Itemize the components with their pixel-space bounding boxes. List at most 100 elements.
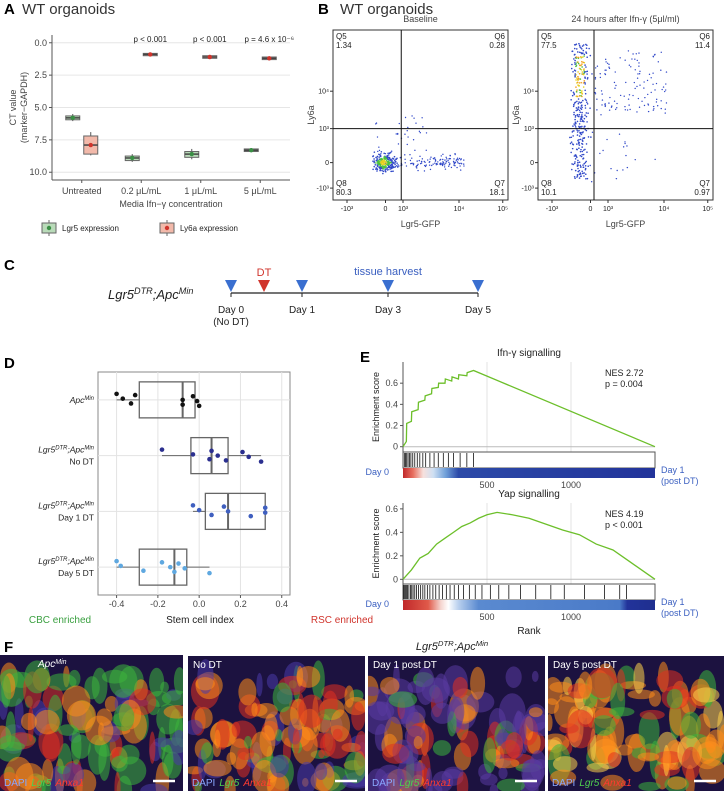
event-dot <box>637 97 640 100</box>
event-dot <box>626 166 629 169</box>
end-label: Day 1 <box>661 597 685 607</box>
event-dot <box>589 54 592 57</box>
text-part: Min <box>84 557 94 563</box>
event-dot <box>573 102 576 104</box>
event-dot <box>375 162 377 164</box>
event-dot <box>609 96 611 99</box>
event-dot <box>581 45 584 47</box>
event-dot <box>376 136 379 138</box>
event-dot <box>384 169 386 171</box>
chart-title: WT organoids <box>22 1 115 18</box>
p-value: p < 0.001 <box>133 35 167 44</box>
event-dot <box>590 136 592 138</box>
data-point <box>141 568 146 574</box>
event-dot <box>578 72 581 75</box>
event-dot <box>420 162 423 164</box>
event-dot <box>387 158 390 160</box>
enrichment-line <box>402 511 656 580</box>
event-dot <box>634 87 636 90</box>
stain-name: Anxa1 <box>422 778 451 789</box>
rank-colorbar <box>403 468 655 478</box>
event-dot <box>594 93 597 95</box>
tissue-blob <box>259 725 276 757</box>
event-dot <box>594 76 597 79</box>
event-dot <box>412 164 415 166</box>
event-dot <box>581 170 584 173</box>
x-tick-label: 10³ <box>603 206 614 213</box>
event-dot <box>579 107 582 109</box>
tissue-blob <box>548 714 553 732</box>
event-dot <box>574 118 576 121</box>
tissue-blob <box>413 735 423 750</box>
event-dot <box>387 165 390 167</box>
event-dot <box>582 61 584 64</box>
tissue-blob <box>24 660 50 694</box>
event-dot <box>449 154 451 157</box>
event-dot <box>418 130 421 133</box>
tissue-blob <box>531 670 539 682</box>
event-dot <box>444 168 447 170</box>
event-dot <box>575 43 578 45</box>
event-dot <box>457 162 459 164</box>
event-dot <box>434 158 437 160</box>
event-dot <box>613 100 616 102</box>
event-dot <box>373 161 376 164</box>
event-dot <box>582 166 585 169</box>
tissue-blob <box>380 677 400 695</box>
event-dot <box>573 123 575 125</box>
event-dot <box>457 159 459 161</box>
event-dot <box>586 70 589 73</box>
event-dot <box>579 131 581 134</box>
median-dot <box>267 56 272 61</box>
event-dot <box>570 136 573 139</box>
tissue-blob <box>0 741 25 751</box>
event-dot <box>378 149 381 152</box>
x-tick-label: 1000 <box>561 612 581 622</box>
y-tick-label: 0.2 <box>385 551 398 561</box>
event-dot <box>378 163 380 166</box>
event-dot <box>396 133 399 135</box>
event-dot <box>452 161 455 163</box>
event-dot <box>619 94 622 97</box>
y-tick-label: ApcMin <box>69 395 95 405</box>
event-dot <box>580 81 583 84</box>
event-dot <box>582 69 585 71</box>
event-dot <box>581 60 583 63</box>
event-dot <box>657 61 660 63</box>
event-dot <box>456 157 459 159</box>
event-dot <box>569 142 572 145</box>
y-tick-label: -10³ <box>522 186 535 193</box>
tissue-blob <box>194 781 203 791</box>
event-dot <box>391 162 394 164</box>
event-dot <box>575 56 578 58</box>
event-dot <box>575 63 578 65</box>
image-label: Day 5 post DT <box>553 660 617 671</box>
event-dot <box>583 80 586 82</box>
event-dot <box>381 163 383 165</box>
event-dot <box>428 161 430 163</box>
event-dot <box>636 111 638 113</box>
event-dot <box>585 129 588 132</box>
tissue-blob <box>397 755 423 791</box>
quadrant-name: Q6 <box>699 32 710 41</box>
event-dot <box>395 165 398 167</box>
event-dot <box>608 102 610 104</box>
y-tick-label: 10.0 <box>29 167 47 177</box>
tissue-blob <box>638 781 661 791</box>
x-tick-label: 5 μL/mL <box>244 186 277 196</box>
event-dot <box>394 161 396 163</box>
event-dot <box>581 153 584 156</box>
data-point <box>190 452 196 457</box>
tissue-blob <box>444 766 464 779</box>
tissue-blob <box>214 729 221 749</box>
event-dot <box>632 94 634 97</box>
event-dot <box>425 164 427 166</box>
event-dot <box>577 106 580 108</box>
panel-title: WT organoids <box>340 1 433 18</box>
event-dot <box>373 160 376 162</box>
tissue-blob <box>298 694 325 728</box>
statistic: NES 4.19 <box>605 509 644 519</box>
stain-name: Anxa1 <box>242 778 271 789</box>
event-dot <box>405 165 408 167</box>
event-dot <box>643 87 645 89</box>
